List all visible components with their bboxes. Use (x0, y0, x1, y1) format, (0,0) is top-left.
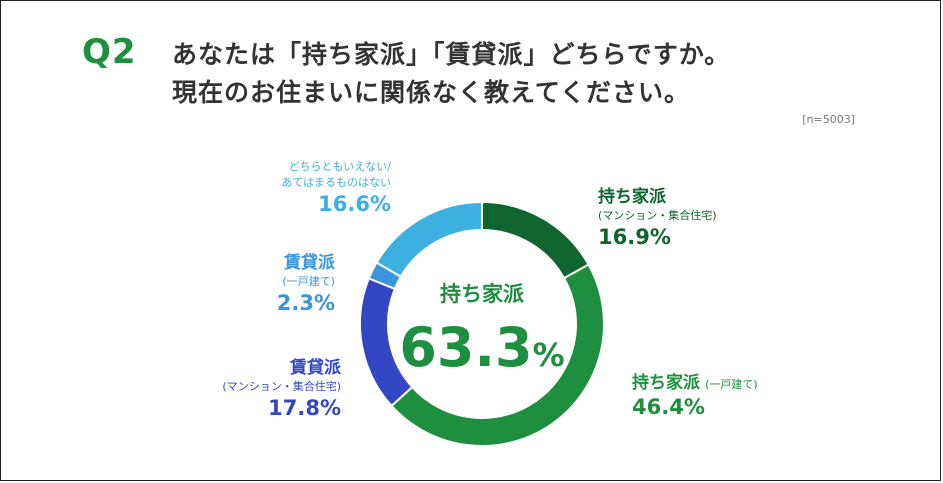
sample-size: [n=5003] (802, 113, 855, 126)
label-rent-house-name: 賃貸派 (284, 253, 335, 273)
slice-neither (375, 200, 483, 279)
label-rent-mansion-name: 賃貸派 (290, 358, 341, 378)
label-own-house-value: 46.4% (632, 395, 705, 419)
label-own-mansion-sub: (マンション・集合住宅) (598, 209, 717, 222)
label-neither: どちらともいえない/ あてはまるものはない 16.6% (281, 158, 391, 216)
label-own-house: 持ち家派 (一戸建て) 46.4% (632, 368, 758, 419)
label-own-house-name: 持ち家派 (632, 373, 700, 393)
question-text: あなたは「持ち家派」「賃貸派」どちらですか。 現在のお住まいに関係なく教えてくだ… (172, 36, 730, 112)
label-neither-line-2: あてはまるものはない (281, 176, 391, 189)
label-rent-mansion: 賃貸派 (マンション・集合住宅) 17.8% (222, 353, 341, 420)
label-own-mansion: 持ち家派 (マンション・集合住宅) 16.9% (598, 182, 717, 249)
label-own-house-sub: (一戸建て) (705, 378, 758, 391)
label-own-mansion-name: 持ち家派 (598, 187, 666, 207)
label-rent-house-value: 2.3% (276, 291, 335, 315)
slice-own-mansion (481, 200, 590, 280)
center-value-unit: % (533, 336, 565, 374)
question-line-2: 現在のお住まいに関係なく教えてください。 (172, 78, 691, 107)
label-rent-house-sub: (一戸建て) (282, 275, 335, 288)
question-number: Q2 (82, 32, 137, 72)
center-value: 63.3% (399, 316, 564, 379)
slice-own-house (390, 263, 605, 447)
label-rent-house: 賃貸派 (一戸建て) 2.3% (277, 248, 335, 315)
label-rent-mansion-sub: (マンション・集合住宅) (222, 380, 341, 393)
label-own-mansion-value: 16.9% (598, 225, 671, 249)
label-neither-value: 16.6% (318, 192, 391, 216)
label-neither-line-1: どちらともいえない/ (288, 160, 392, 173)
donut-slices (359, 200, 605, 447)
question-line-1: あなたは「持ち家派」「賃貸派」どちらですか。 (172, 40, 731, 69)
center-value-number: 63.3 (399, 316, 532, 379)
center-title: 持ち家派 (440, 282, 525, 306)
label-rent-mansion-value: 17.8% (268, 396, 341, 420)
